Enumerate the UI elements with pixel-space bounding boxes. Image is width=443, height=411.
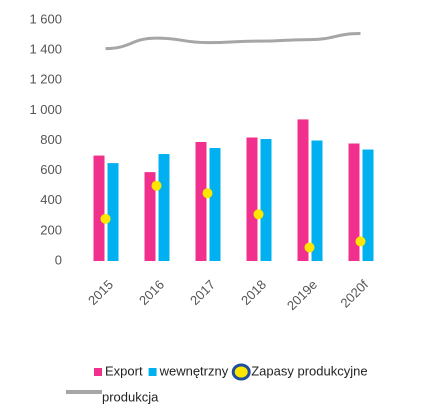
bar bbox=[260, 138, 272, 261]
legend-label: wewnętrzny bbox=[159, 363, 229, 378]
legend-swatch bbox=[231, 363, 251, 381]
bar bbox=[195, 142, 207, 261]
bar bbox=[362, 149, 374, 261]
dot bbox=[304, 242, 315, 253]
dot bbox=[355, 236, 366, 247]
legend-label: Export bbox=[105, 363, 143, 378]
x-tick-label: 2020f bbox=[337, 277, 371, 311]
x-tick-label: 2015 bbox=[85, 277, 116, 308]
y-tick-label: 1 000 bbox=[29, 102, 62, 117]
legend-swatch bbox=[148, 368, 157, 376]
bar bbox=[93, 155, 105, 261]
dot bbox=[253, 209, 264, 220]
y-tick-label: 800 bbox=[40, 132, 62, 147]
bar bbox=[246, 137, 258, 261]
x-tick-label: 2018 bbox=[238, 277, 269, 308]
bar bbox=[107, 163, 119, 261]
bar bbox=[209, 148, 221, 261]
y-tick-label: 0 bbox=[55, 252, 62, 267]
x-tick-label: 2017 bbox=[187, 277, 218, 308]
y-tick-label: 200 bbox=[40, 222, 62, 237]
bar bbox=[297, 119, 309, 261]
dot bbox=[151, 180, 162, 191]
y-tick-label: 1 200 bbox=[29, 72, 62, 87]
dot bbox=[100, 213, 111, 224]
dot bbox=[202, 188, 213, 199]
bar bbox=[144, 172, 156, 261]
x-tick-label: 2016 bbox=[136, 277, 167, 308]
legend-label: produkcja bbox=[102, 389, 159, 404]
line bbox=[105, 32, 361, 51]
y-tick-label: 1 400 bbox=[29, 42, 62, 57]
bar bbox=[158, 154, 170, 261]
x-tick-label: 2019e bbox=[284, 277, 320, 313]
y-tick-label: 1 600 bbox=[29, 11, 62, 26]
y-tick-label: 600 bbox=[40, 162, 62, 177]
y-tick-label: 400 bbox=[40, 192, 62, 207]
legend-swatch bbox=[94, 368, 102, 376]
bar bbox=[348, 143, 360, 261]
legend-label: Zapasy produkcyjne bbox=[251, 363, 367, 378]
bar bbox=[311, 140, 323, 261]
